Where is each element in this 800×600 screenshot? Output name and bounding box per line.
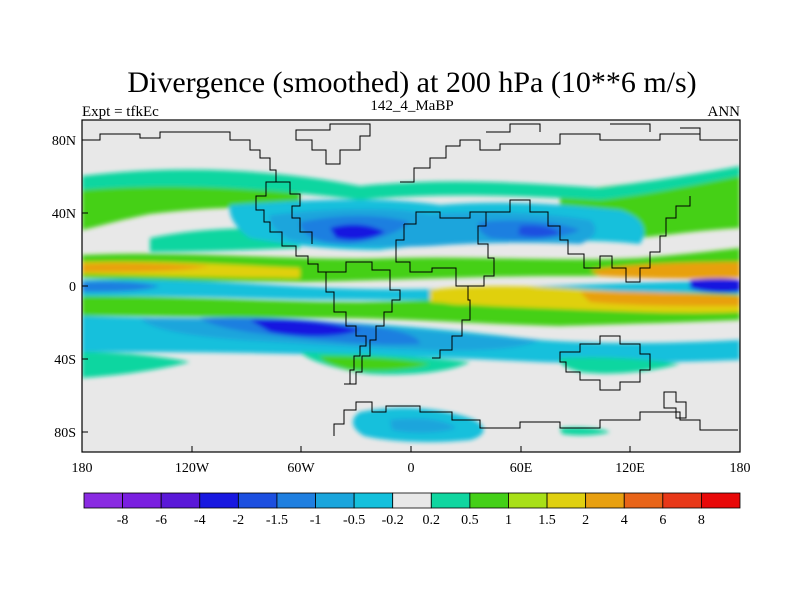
field-darkblue-north xyxy=(330,224,385,240)
x-tick-label: 60W xyxy=(287,461,315,476)
x-tick-label: 180 xyxy=(730,461,751,476)
coast-antarctica xyxy=(333,401,738,436)
divergence-field xyxy=(82,166,740,443)
field-green-south xyxy=(320,356,430,371)
colorbar-swatch xyxy=(701,492,741,509)
x-axis-labels: 180 120W 60W 0 60E 120E 180 xyxy=(72,461,751,476)
colorbar-swatch xyxy=(546,492,587,509)
field-darkblue-north-east xyxy=(518,225,560,237)
coast-australia xyxy=(559,335,651,391)
colorbar-label: -4 xyxy=(194,513,206,528)
coast-africa-north xyxy=(404,211,495,287)
colorbar-label: 4 xyxy=(621,513,628,528)
field-orange-eq-east xyxy=(590,262,740,279)
coast-north-america xyxy=(86,131,326,273)
figure-title: Divergence (smoothed) at 200 hPa (10**6 … xyxy=(127,66,696,99)
colorbar-swatch xyxy=(469,492,509,509)
colorbar-swatch xyxy=(315,492,355,509)
field-darkblue-equator-east xyxy=(690,278,740,293)
colorbar-swatch xyxy=(623,492,664,509)
x-tick-label: 180 xyxy=(72,461,93,476)
y-tick-label: 80S xyxy=(54,426,76,441)
field-teal-antarctic-east xyxy=(560,427,610,436)
field-teal-north xyxy=(82,166,740,200)
colorbar-swatch xyxy=(508,492,548,509)
case-label: 142_4_MaBP xyxy=(370,98,453,114)
colorbar-label: -6 xyxy=(155,513,167,528)
colorbar-swatch xyxy=(585,492,625,509)
axis-ticks xyxy=(81,139,741,452)
field-yellow-eq-south xyxy=(430,286,740,313)
colorbar-label: 2 xyxy=(582,513,589,528)
colorbar-label: 8 xyxy=(698,513,705,528)
colorbar-label: -1.5 xyxy=(266,513,288,528)
colorbar-label: 1 xyxy=(505,513,512,528)
x-tick-label: 120W xyxy=(175,461,210,476)
coast-south-america-east xyxy=(326,261,401,385)
colorbar-label: 0.5 xyxy=(461,513,479,528)
colorbar-swatch xyxy=(430,492,471,509)
coast-south-america xyxy=(325,272,367,385)
x-tick-label: 120E xyxy=(615,461,645,476)
colorbar-swatch xyxy=(353,492,394,509)
colorbar-swatch xyxy=(122,492,162,509)
colorbar-label: 1.5 xyxy=(538,513,556,528)
y-tick-label: 0 xyxy=(69,280,76,295)
colorbar-swatch xyxy=(83,492,123,509)
x-tick-label: 0 xyxy=(408,461,415,476)
field-teal-south-west xyxy=(82,352,190,378)
x-tick-label: 60E xyxy=(510,461,533,476)
colorbar-swatch xyxy=(199,492,239,509)
coast-asia-south xyxy=(486,196,691,283)
coast-europe xyxy=(400,133,738,183)
colorbar-swatch xyxy=(662,492,702,509)
coast-new-zealand xyxy=(663,391,687,419)
colorbar-swatch xyxy=(276,492,316,509)
colorbar-swatch xyxy=(237,492,278,509)
y-axis-labels: 80N 40N 0 40S 80S xyxy=(52,134,76,441)
field-yellow-atlantic xyxy=(440,293,490,305)
field-orange-eq-north-west xyxy=(82,263,210,272)
coast-north-america-east xyxy=(276,181,313,244)
colorbar-label: -8 xyxy=(117,513,129,528)
colorbar xyxy=(83,492,741,509)
coast-greenland xyxy=(295,123,371,165)
y-tick-label: 80N xyxy=(52,134,76,149)
colorbar-label: -2 xyxy=(233,513,245,528)
field-blue-antarctic xyxy=(390,418,456,433)
field-darkblue-south xyxy=(250,319,360,337)
season-label: ANN xyxy=(708,104,741,120)
colorbar-swatch xyxy=(160,492,201,509)
coastlines xyxy=(86,123,738,436)
map-panel xyxy=(82,120,740,452)
y-tick-label: 40S xyxy=(54,353,76,368)
field-blue-equator-west xyxy=(82,281,160,292)
colorbar-label: 6 xyxy=(659,513,666,528)
field-orange-eq-south xyxy=(580,291,740,306)
experiment-label: Expt = tfkEc xyxy=(82,104,159,120)
colorbar-label: -1 xyxy=(310,513,322,528)
colorbar-label: 0.2 xyxy=(423,513,441,528)
colorbar-label: -0.5 xyxy=(343,513,365,528)
colorbar-swatch xyxy=(392,492,432,509)
coast-arctic-islands xyxy=(486,123,701,134)
y-tick-label: 40N xyxy=(52,207,76,222)
colorbar-label: -0.2 xyxy=(382,513,404,528)
colorbar-labels: -8 -6 -4 -2 -1.5 -1 -0.5 -0.2 0.2 0.5 1 1.5 2 4 6 8 xyxy=(117,513,705,528)
